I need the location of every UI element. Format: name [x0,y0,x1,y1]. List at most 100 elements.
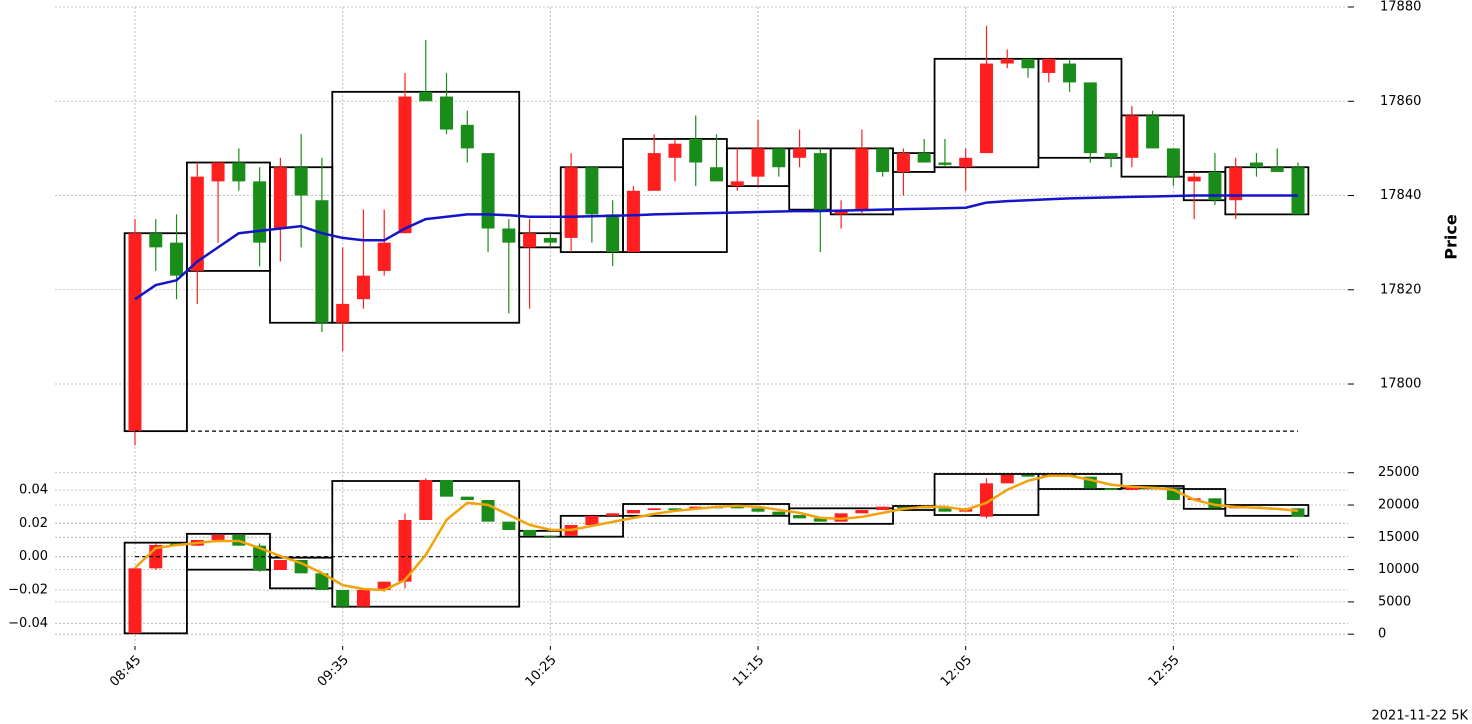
candle-body [813,153,827,210]
range-box [1182,488,1227,510]
candle-body [440,480,454,497]
candle-body [1104,488,1118,490]
line-series [134,194,1298,301]
candle-body [440,96,454,130]
x-tick-label: 12:05 [938,653,975,690]
candle-body [128,568,142,634]
candle-body [1083,82,1097,154]
y-tick-label: −0.02 [8,583,48,598]
candle-body [938,508,952,512]
candle-body [979,483,993,517]
candle-body [647,508,661,510]
candle-body [896,153,910,172]
candle-body [813,518,827,522]
candle-body [647,153,661,191]
candle-body [668,143,682,158]
candle-body [730,506,744,509]
candle-body [1291,167,1305,215]
candle-body [128,233,142,432]
x-tick-label: 09:35 [315,653,352,690]
y-tick-label: 0.00 [19,549,48,564]
candle-body [377,581,391,590]
candle-body [751,148,765,177]
candle-body [1063,63,1077,83]
candle-body [377,242,391,271]
candle-body [1021,475,1035,477]
candle-body [253,181,267,243]
y-tick-label: 17820 [1380,282,1421,297]
candle-body [606,214,620,253]
candle-body [606,513,620,516]
candle-body [460,496,474,500]
candle-body [710,167,723,182]
y-axis-label: Price [1442,214,1461,260]
candle-body [876,148,890,172]
candle-body [585,167,599,215]
y-tick-label: −0.04 [8,616,48,631]
candle-body [232,162,246,182]
candle-body [502,521,516,530]
candle-body [356,275,370,300]
candle-body [1021,58,1035,69]
candle-body [585,515,599,525]
y-tick-label: 17860 [1380,94,1421,109]
candle-body [1042,58,1056,73]
candle-body [1000,58,1014,64]
candle-body [668,508,682,510]
y2-tick-label: 20000 [1378,498,1419,513]
candle-body [626,190,640,253]
candle-body [1146,115,1160,149]
candle-body [689,138,703,163]
candle-body [979,63,993,154]
candle-body [938,162,952,165]
candle-body [1000,475,1014,484]
candle-body [1125,115,1139,158]
candle-body [502,228,516,243]
candle-body [294,167,308,196]
candle-body [190,176,204,271]
y2-tick-label: 5000 [1378,594,1411,609]
range-box [788,507,894,525]
candle-body [1229,167,1243,201]
candle-body [315,573,329,590]
candle-body [730,181,744,187]
candle-body [398,520,412,582]
line-series [134,474,1299,592]
candle-body [273,167,287,229]
x-tick-label: 11:15 [730,653,767,690]
candle-body [336,590,350,607]
candle-body [523,233,537,248]
candle-body [1125,486,1139,490]
candle-body [1249,162,1263,168]
y2-tick-label: 15000 [1378,530,1419,545]
candle-body [626,510,640,514]
caption: 2021-11-22 5K [1372,709,1469,724]
candle-body [419,480,433,520]
x-tick-label: 12:55 [1146,653,1183,690]
candle-body [523,530,537,536]
candle-body [1187,176,1201,182]
candle-body [1166,488,1180,500]
range-box [1037,57,1123,159]
candle-body [917,153,931,163]
candle-body [1083,476,1097,489]
candle-body [834,513,848,522]
candle-body [149,233,163,248]
x-tick-label: 08:45 [107,653,144,690]
candle-body [772,511,786,515]
candle-body [315,200,329,323]
candle-body [336,303,350,323]
candle-body [1208,498,1222,509]
candle-body [772,148,786,168]
candle-body [253,545,267,570]
y2-tick-label: 0 [1378,627,1386,642]
y-tick-label: 0.04 [19,483,48,498]
candle-body [1166,148,1180,177]
x-tick-label: 10:25 [523,653,560,690]
range-box [1224,504,1310,517]
candle-body [543,535,557,537]
y2-tick-label: 10000 [1378,562,1419,577]
candle-body [170,242,184,276]
candle-body [356,590,370,607]
